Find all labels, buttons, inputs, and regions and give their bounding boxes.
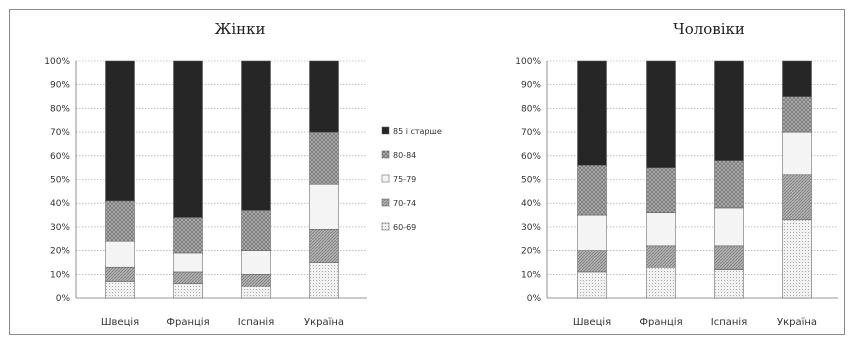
x-category-label: Франція xyxy=(639,316,682,328)
y-tick-label: 40% xyxy=(50,199,70,209)
y-tick-label: 100% xyxy=(44,57,70,67)
figure-frame xyxy=(9,9,845,335)
bar-segment xyxy=(577,271,607,299)
legend-swatch xyxy=(381,222,390,231)
y-tick-label: 90% xyxy=(521,81,541,91)
legend-swatch xyxy=(381,174,390,183)
bar-segment xyxy=(782,60,812,97)
y-tick-label: 70% xyxy=(521,128,541,138)
y-tick-label: 70% xyxy=(50,128,70,138)
bar-segment xyxy=(577,165,607,216)
x-category-label: Іспанія xyxy=(711,316,747,328)
y-tick-label: 0% xyxy=(56,294,71,304)
y-tick-label: 60% xyxy=(521,152,541,162)
y-tick-label: 90% xyxy=(50,81,70,91)
bar-segment xyxy=(241,210,271,251)
bar-segment xyxy=(646,167,676,213)
x-category-label: Швеція xyxy=(573,316,611,328)
bar-segment xyxy=(577,214,607,251)
y-tick-label: 20% xyxy=(521,247,541,257)
bar-segment xyxy=(309,183,339,230)
legend-label: 75-79 xyxy=(393,175,416,184)
bar-segment xyxy=(309,262,339,299)
bar-segment xyxy=(309,60,339,133)
bar-segment xyxy=(714,160,744,209)
y-tick-label: 80% xyxy=(50,104,70,114)
chart-title-0: Жінки xyxy=(214,20,265,38)
bar-segment xyxy=(782,96,812,133)
bar-segment xyxy=(309,131,339,185)
x-category-label: Україна xyxy=(304,317,344,328)
bar-segment xyxy=(309,229,339,263)
chart-title-1: Чоловіки xyxy=(673,20,745,38)
legend-swatch xyxy=(381,150,390,159)
y-tick-label: 10% xyxy=(50,270,70,280)
legend-label: 85 і старше xyxy=(393,127,442,136)
bar-segment xyxy=(577,60,607,166)
legend-label: 60-69 xyxy=(393,223,416,232)
y-tick-label: 50% xyxy=(50,176,70,186)
bar-segment xyxy=(173,217,203,254)
y-tick-label: 80% xyxy=(521,104,541,114)
bar-segment xyxy=(714,269,744,299)
bar-segment xyxy=(714,207,744,247)
bar-segment xyxy=(646,266,676,299)
x-category-label: Швеція xyxy=(101,316,139,328)
y-tick-label: 10% xyxy=(521,270,541,280)
y-tick-label: 60% xyxy=(50,152,70,162)
bar-segment xyxy=(105,200,135,242)
legend-swatch xyxy=(381,198,390,207)
y-tick-label: 40% xyxy=(521,199,541,209)
y-tick-label: 0% xyxy=(527,294,542,304)
bar-segment xyxy=(782,219,812,299)
bar-segment xyxy=(173,60,203,218)
legend-label: 70-74 xyxy=(393,199,416,208)
bar-segment xyxy=(241,60,271,211)
x-category-label: Франція xyxy=(166,316,209,328)
bar-segment xyxy=(646,60,676,168)
y-tick-label: 100% xyxy=(515,57,541,67)
bar-segment xyxy=(782,131,812,176)
y-tick-label: 30% xyxy=(521,223,541,233)
legend-label: 80-84 xyxy=(393,151,416,160)
y-tick-label: 50% xyxy=(521,176,541,186)
x-category-label: Україна xyxy=(777,317,817,328)
x-category-label: Іспанія xyxy=(238,316,274,328)
y-tick-label: 20% xyxy=(50,247,70,257)
y-tick-label: 30% xyxy=(50,223,70,233)
bar-segment xyxy=(105,60,135,202)
legend-swatch xyxy=(381,126,390,135)
bar-segment xyxy=(782,174,812,221)
bar-segment xyxy=(105,240,135,268)
bar-segment xyxy=(714,60,744,161)
